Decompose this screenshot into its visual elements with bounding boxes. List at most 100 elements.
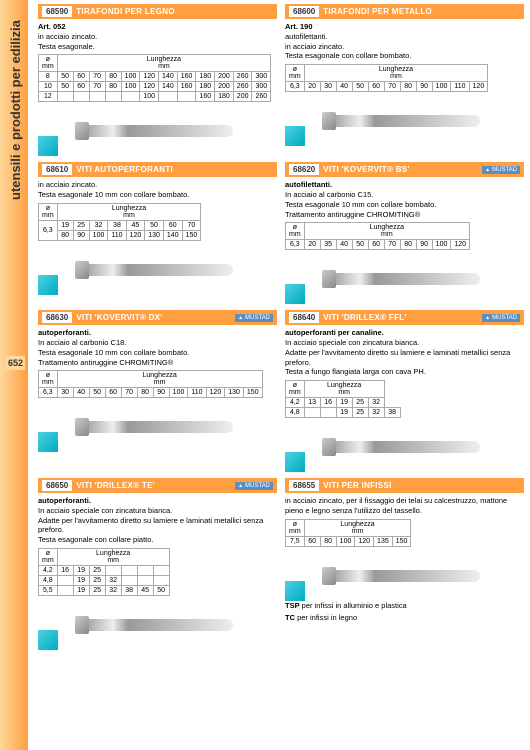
length-cell: 260 <box>252 92 271 102</box>
diameter-cell: 5,5 <box>39 585 58 595</box>
product-title: VITI 'KOVERVIT® DX' <box>76 313 162 322</box>
product-code: 68620 <box>289 164 319 175</box>
length-cell: 60 <box>163 220 182 230</box>
length-cell <box>57 92 73 102</box>
package-icon <box>285 126 305 146</box>
length-cell: 70 <box>89 82 105 92</box>
length-cell: 200 <box>215 82 234 92</box>
screw-illustration <box>83 125 233 137</box>
length-cell: 180 <box>196 72 215 82</box>
diameter-header: ømm <box>286 223 305 240</box>
length-cell: 90 <box>153 388 169 398</box>
length-cell: 30 <box>57 388 73 398</box>
product-image <box>285 254 524 304</box>
length-cell: 60 <box>73 72 89 82</box>
product-header: 68610VITI AUTOPERFORANTI <box>38 162 277 177</box>
length-cell <box>89 92 105 102</box>
length-cell: 16 <box>57 565 73 575</box>
product-header: 68640VITI 'DRILLEX® FFL'MUSTAD <box>285 310 524 325</box>
diameter-cell: 4,2 <box>39 565 58 575</box>
length-cell: 80 <box>105 72 121 82</box>
length-cell: 19 <box>73 585 89 595</box>
package-icon <box>285 581 305 601</box>
length-cell <box>159 92 178 102</box>
length-cell: 40 <box>336 82 352 92</box>
length-cell: 80 <box>57 230 73 240</box>
length-cell: 50 <box>352 82 368 92</box>
page-number: 652 <box>6 356 25 370</box>
product-header: 68620VITI 'KOVERVIT® BS'MUSTAD <box>285 162 524 177</box>
package-icon <box>285 452 305 472</box>
diameter-cell: 4,2 <box>286 398 305 408</box>
product-code: 68640 <box>289 312 319 323</box>
diameter-header: ømm <box>286 65 305 82</box>
length-cell: 50 <box>57 72 73 82</box>
length-header: Lunghezzamm <box>304 519 411 536</box>
brand-badge: MUSTAD <box>235 482 273 490</box>
length-cell: 50 <box>352 240 368 250</box>
length-cell: 19 <box>73 565 89 575</box>
diameter-cell: 10 <box>39 82 58 92</box>
length-cell: 130 <box>225 388 244 398</box>
length-cell: 120 <box>355 536 374 546</box>
length-cell: 19 <box>73 575 89 585</box>
length-cell: 80 <box>105 82 121 92</box>
screw-illustration <box>330 273 480 285</box>
product-code: 68630 <box>42 312 72 323</box>
length-cell: 25 <box>352 398 368 408</box>
length-cell: 80 <box>137 388 153 398</box>
length-cell: 32 <box>105 575 121 585</box>
length-cell <box>177 92 196 102</box>
product-description: autoperforanti.In acciaio speciale con z… <box>38 496 277 545</box>
product-image <box>38 402 277 452</box>
length-cell: 16 <box>320 398 336 408</box>
spec-table: ømmLunghezzamm6,32035405060708090100120 <box>285 222 470 250</box>
product-row: 68610VITI AUTOPERFORANTI in acciaio zinca… <box>38 162 524 304</box>
length-header: Lunghezzamm <box>304 65 488 82</box>
product-title: VITI PER INFISSI <box>323 481 391 490</box>
length-cell <box>121 575 137 585</box>
product-description: in acciaio zincato.Testa esagonale 10 mm… <box>38 180 277 200</box>
length-cell: 70 <box>384 82 400 92</box>
product-image <box>38 600 277 650</box>
diameter-cell: 12 <box>39 92 58 102</box>
length-cell: 80 <box>320 536 336 546</box>
length-cell: 38 <box>384 408 400 418</box>
product-code: 68590 <box>42 6 72 17</box>
length-cell: 140 <box>159 82 178 92</box>
length-cell: 110 <box>108 230 126 240</box>
diameter-cell: 8 <box>39 72 58 82</box>
length-cell: 120 <box>126 230 145 240</box>
length-cell: 100 <box>432 82 451 92</box>
length-cell: 25 <box>89 565 105 575</box>
screw-illustration <box>330 570 480 582</box>
length-cell: 300 <box>252 82 271 92</box>
screw-illustration <box>330 441 480 453</box>
screw-illustration <box>83 264 233 276</box>
screw-illustration <box>83 619 233 631</box>
length-cell: 30 <box>320 82 336 92</box>
product-header: 68650VITI 'DRILLEX® TE'MUSTAD <box>38 478 277 493</box>
screw-illustration <box>330 115 480 127</box>
length-cell <box>57 585 73 595</box>
brand-badge: MUSTAD <box>482 166 520 174</box>
product-image <box>38 106 277 156</box>
length-cell <box>153 575 169 585</box>
product-footer: TSP per infissi in alluminio e plastica <box>285 601 524 611</box>
length-cell: 110 <box>451 82 469 92</box>
length-cell: 120 <box>469 82 488 92</box>
spec-table: ømmLunghezzamm7,56080100120135150 <box>285 519 411 547</box>
length-cell: 45 <box>137 585 153 595</box>
product-card: 68640VITI 'DRILLEX® FFL'MUSTADautoperfor… <box>285 310 524 472</box>
length-cell: 19 <box>336 398 352 408</box>
length-cell: 260 <box>233 72 252 82</box>
length-cell: 25 <box>73 220 89 230</box>
length-cell: 32 <box>105 585 121 595</box>
length-cell <box>73 92 89 102</box>
length-cell: 60 <box>73 82 89 92</box>
length-cell: 100 <box>121 72 140 82</box>
brand-badge: MUSTAD <box>235 314 273 322</box>
length-cell: 13 <box>304 398 320 408</box>
length-cell: 120 <box>140 82 159 92</box>
length-cell <box>57 575 73 585</box>
